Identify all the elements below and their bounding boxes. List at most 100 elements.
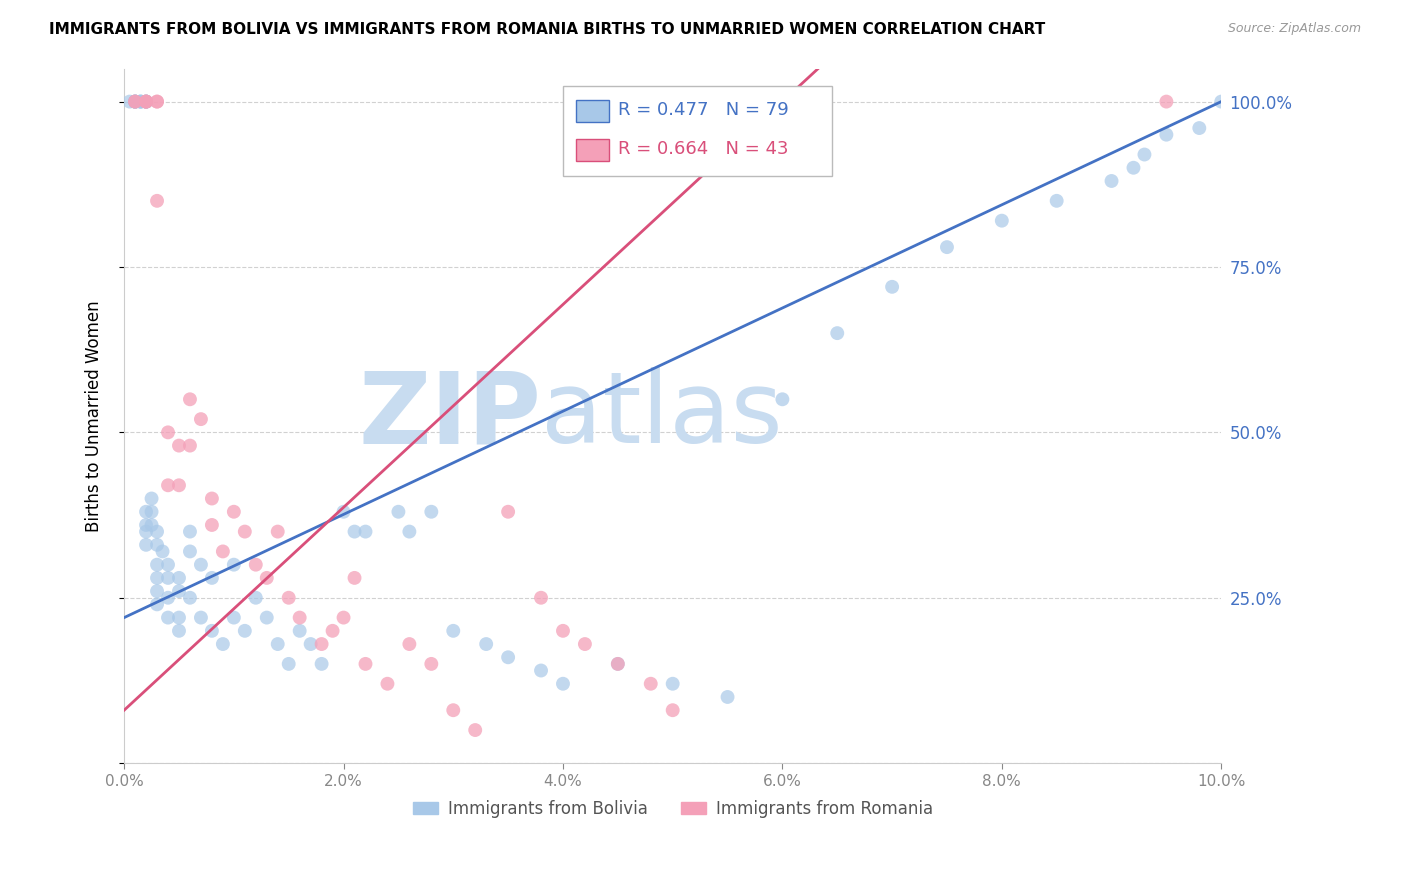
Point [201, 571, 224, 585]
Point [233, 524, 256, 539]
Point [288, 610, 311, 624]
Point [322, 624, 344, 638]
Point [496, 505, 519, 519]
Point [157, 571, 180, 585]
Point [146, 571, 169, 585]
Point [129, 95, 152, 109]
Point [222, 610, 245, 624]
Point [496, 650, 519, 665]
Point [332, 505, 354, 519]
Point [141, 505, 163, 519]
Text: Source: ZipAtlas.com: Source: ZipAtlas.com [1227, 22, 1361, 36]
Point [267, 524, 290, 539]
Point [179, 439, 201, 453]
Point [245, 591, 267, 605]
Point [1101, 174, 1123, 188]
Point [398, 637, 420, 651]
FancyBboxPatch shape [562, 86, 832, 177]
Point [354, 524, 377, 539]
Point [288, 624, 311, 638]
Point [441, 703, 464, 717]
Point [332, 610, 354, 624]
Point [201, 491, 224, 506]
Point [212, 637, 235, 651]
Point [398, 524, 420, 539]
Point [135, 95, 157, 109]
Point [124, 95, 146, 109]
Point [190, 412, 212, 426]
Point [157, 591, 180, 605]
Text: R = 0.477   N = 79: R = 0.477 N = 79 [617, 101, 789, 120]
Point [311, 637, 333, 651]
Point [343, 524, 366, 539]
Point [124, 95, 146, 109]
Point [311, 657, 333, 671]
Point [1188, 121, 1211, 136]
Point [277, 657, 299, 671]
Point [167, 584, 190, 599]
Point [936, 240, 959, 254]
Point [179, 524, 201, 539]
Point [464, 723, 486, 737]
Point [135, 505, 157, 519]
Text: R = 0.664   N = 43: R = 0.664 N = 43 [617, 140, 789, 158]
Point [124, 95, 146, 109]
Point [157, 558, 180, 572]
Point [574, 637, 596, 651]
Point [343, 571, 366, 585]
Point [157, 425, 180, 440]
Point [420, 657, 443, 671]
Point [222, 505, 245, 519]
Point [233, 624, 256, 638]
Point [551, 624, 574, 638]
Point [825, 326, 848, 340]
Y-axis label: Births to Unmarried Women: Births to Unmarried Women [86, 300, 103, 532]
Point [167, 478, 190, 492]
Point [146, 95, 169, 109]
Point [124, 95, 146, 109]
Legend: Immigrants from Bolivia, Immigrants from Romania: Immigrants from Bolivia, Immigrants from… [406, 793, 939, 824]
Point [420, 505, 443, 519]
Point [441, 624, 464, 638]
Point [135, 95, 157, 109]
Point [256, 571, 278, 585]
Point [245, 558, 267, 572]
Point [141, 491, 163, 506]
Point [135, 95, 157, 109]
Point [146, 598, 169, 612]
Point [129, 95, 152, 109]
Point [1156, 95, 1178, 109]
Point [157, 478, 180, 492]
Point [222, 558, 245, 572]
Point [1046, 194, 1069, 208]
Point [387, 505, 409, 519]
Point [277, 591, 299, 605]
Point [135, 95, 157, 109]
Point [354, 657, 377, 671]
Point [991, 213, 1014, 227]
Point [167, 610, 190, 624]
Point [167, 571, 190, 585]
Point [146, 194, 169, 208]
Point [770, 392, 793, 407]
Point [1122, 161, 1144, 175]
Point [299, 637, 322, 651]
Point [661, 677, 683, 691]
Point [135, 538, 157, 552]
Point [179, 544, 201, 558]
Point [135, 95, 157, 109]
Point [267, 637, 290, 651]
Bar [576, 100, 609, 122]
Point [146, 538, 169, 552]
Point [129, 95, 152, 109]
Point [530, 591, 553, 605]
Point [146, 524, 169, 539]
Point [530, 664, 553, 678]
Point [1211, 95, 1233, 109]
Point [551, 677, 574, 691]
Text: atlas: atlas [541, 368, 783, 465]
Point [167, 439, 190, 453]
Point [124, 95, 146, 109]
Point [146, 584, 169, 599]
Point [124, 95, 146, 109]
